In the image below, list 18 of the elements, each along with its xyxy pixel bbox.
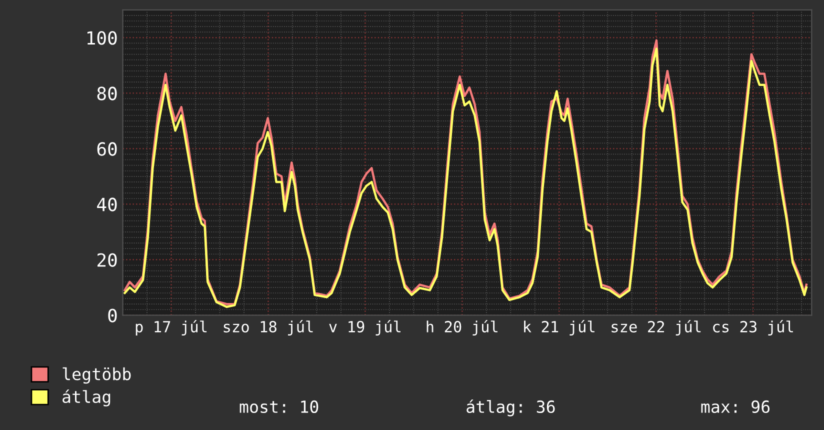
x-tick-label: cs 23 júl	[713, 320, 793, 336]
y-tick-label: 100	[87, 31, 117, 45]
x-tick-label: szo 18 júl	[224, 320, 313, 336]
x-tick-label: p 17 júl	[136, 320, 207, 336]
text: most: 10	[240, 400, 318, 414]
y-tick-label: 0	[108, 308, 117, 322]
x-tick-label: k 21 júl	[524, 320, 594, 336]
x-tick-label: h 20 júl	[426, 320, 498, 336]
text: átlag: 36	[466, 399, 555, 416]
x-tick-label: v 19 júl	[329, 320, 400, 336]
y-tick-label: 40	[97, 198, 117, 212]
legend-label: legtöbb	[62, 367, 131, 384]
text: max: 96	[701, 400, 770, 414]
y-tick-label: 60	[97, 142, 117, 156]
y-tick-label: 80	[97, 86, 117, 100]
x-tick-label: sze 22 júl	[612, 320, 701, 336]
legend-label: átlag	[62, 389, 110, 406]
y-tick-label: 20	[98, 253, 117, 267]
